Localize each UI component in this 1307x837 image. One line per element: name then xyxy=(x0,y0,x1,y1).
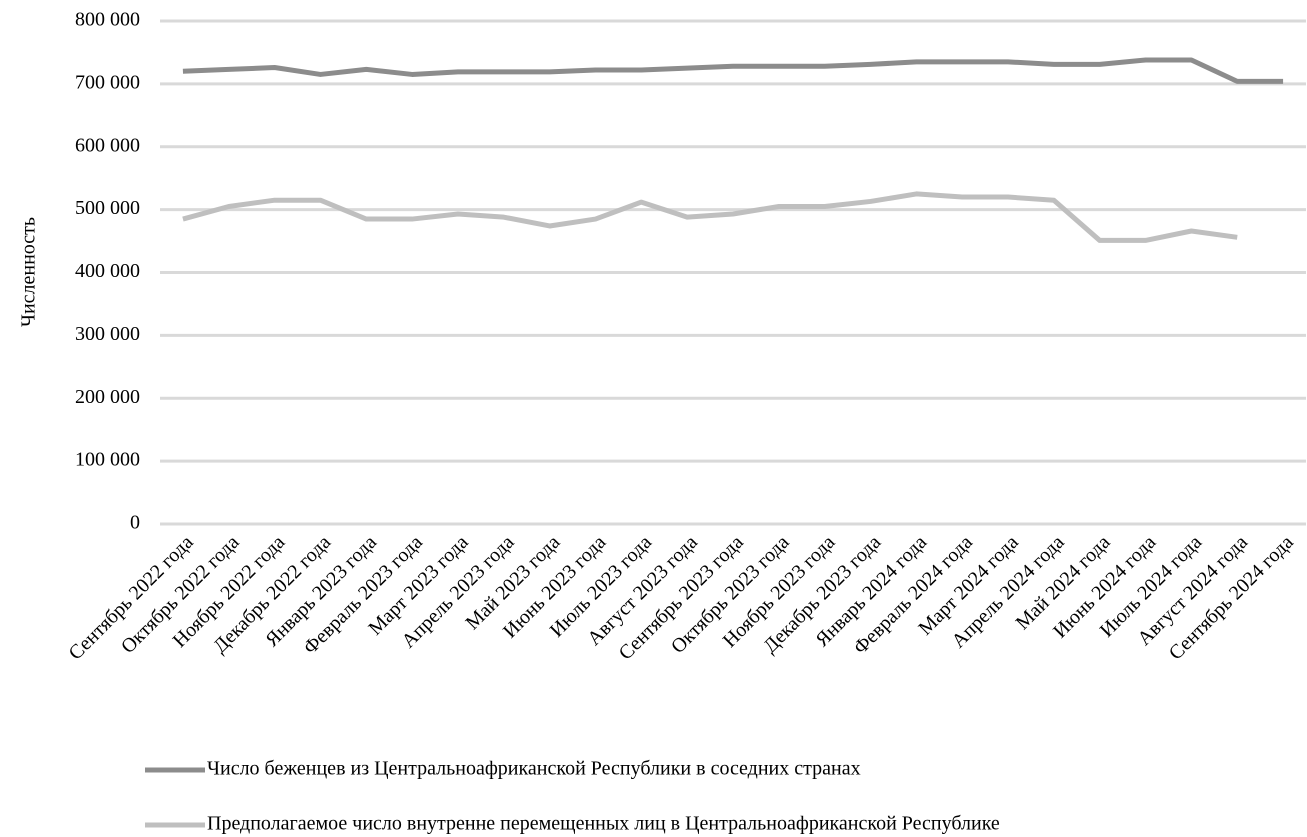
y-tick-label: 0 xyxy=(130,512,140,534)
y-tick-label: 800 000 xyxy=(75,9,140,31)
y-tick-label: 600 000 xyxy=(75,134,140,156)
y-tick-label: 200 000 xyxy=(75,386,140,408)
y-tick-label: 400 000 xyxy=(75,260,140,282)
legend-label: Предполагаемое число внутренне перемещен… xyxy=(207,813,1000,835)
y-tick-label: 100 000 xyxy=(75,449,140,471)
y-tick-label: 500 000 xyxy=(75,197,140,219)
series-line xyxy=(182,191,1238,243)
y-tick-label: 700 000 xyxy=(75,71,140,93)
y-axis-label: Численность xyxy=(18,217,40,327)
legend-label: Число беженцев из Центральноафриканской … xyxy=(207,758,861,780)
y-tick-label: 300 000 xyxy=(75,323,140,345)
series-line xyxy=(182,57,1284,84)
